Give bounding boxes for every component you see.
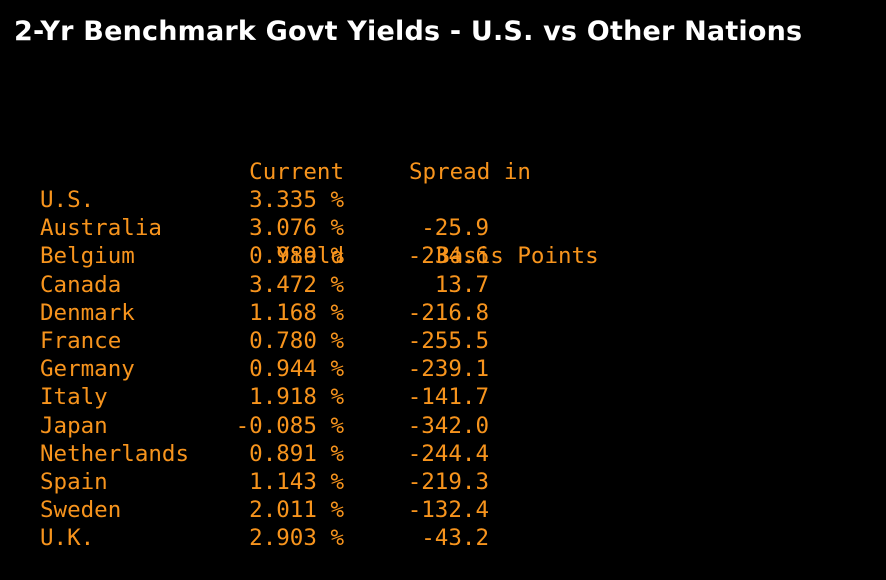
spread-value: -43.2 — [421, 525, 489, 552]
country-name: Denmark — [40, 299, 135, 326]
table-row: U.S. 3.335 % — [0, 186, 886, 214]
table-row: Germany 0.944 % -239.1 — [0, 355, 886, 383]
spread-value: -25.9 — [421, 215, 489, 242]
current-yield-value: 2.011 % — [249, 497, 344, 524]
table-row: Spain 1.143 % -219.3 — [0, 468, 886, 496]
current-yield-value: 0.944 % — [249, 356, 344, 383]
page-title: 2-Yr Benchmark Govt Yields - U.S. vs Oth… — [14, 16, 803, 47]
spread-value: -234.6 — [407, 243, 489, 270]
country-name: Netherlands — [40, 440, 190, 467]
spread-value: -244.4 — [407, 440, 489, 467]
table-row: Italy 1.918 % -141.7 — [0, 383, 886, 411]
country-name: U.S. — [40, 187, 95, 213]
country-name: Spain — [40, 468, 108, 495]
spread-header-line-1: Spread in — [409, 159, 531, 185]
current-yield-value: 3.472 % — [249, 271, 344, 298]
spread-value: -141.7 — [407, 384, 489, 411]
current-yield-value: 1.918 % — [249, 384, 344, 411]
current-yield-value: 3.335 % — [249, 187, 344, 213]
table-row: U.K. 2.903 % -43.2 — [0, 524, 886, 552]
spread-header: Spread in Basis Points — [409, 102, 599, 298]
yields-table: U.S. 3.335 % Australia 3.076 % -25.9 Bel… — [0, 186, 886, 552]
spread-value: -342.0 — [407, 412, 489, 439]
country-name: Belgium — [40, 243, 135, 270]
spread-value: -219.3 — [407, 468, 489, 495]
current-yield-value: -0.085 % — [235, 412, 344, 439]
current-yield-value: 0.891 % — [249, 440, 344, 467]
spread-value: -216.8 — [407, 299, 489, 326]
current-yield-value: 2.903 % — [249, 525, 344, 552]
current-yield-value: 3.076 % — [249, 215, 344, 242]
spread-value: -239.1 — [407, 356, 489, 383]
current-yield-value: 1.143 % — [249, 468, 344, 495]
table-row: Sweden 2.011 % -132.4 — [0, 496, 886, 524]
table-row: Japan -0.085 % -342.0 — [0, 412, 886, 440]
current-yield-header-line-1: Current — [249, 159, 344, 185]
country-name: Canada — [40, 271, 122, 298]
country-name: Australia — [40, 215, 162, 242]
current-yield-header-line-2: Yield — [276, 243, 344, 269]
country-name: U.K. — [40, 525, 95, 552]
spread-header-line-2: Basis Points — [409, 243, 599, 269]
table-row: Belgium 0.989 % -234.6 — [0, 242, 886, 270]
country-name: Germany — [40, 356, 135, 383]
current-yield-value: 0.780 % — [249, 327, 344, 354]
current-yield-header: Current Yield — [249, 102, 344, 298]
table-row: Australia 3.076 % -25.9 — [0, 214, 886, 242]
table-row: Denmark 1.168 % -216.8 — [0, 299, 886, 327]
spread-value: 13.7 — [434, 271, 489, 298]
spread-value: -132.4 — [407, 497, 489, 524]
country-name: Sweden — [40, 497, 122, 524]
country-name: Italy — [40, 384, 108, 411]
spread-value: -255.5 — [407, 327, 489, 354]
current-yield-value: 1.168 % — [249, 299, 344, 326]
country-name: Japan — [40, 412, 108, 439]
table-row: France 0.780 % -255.5 — [0, 327, 886, 355]
table-row: Canada 3.472 % 13.7 — [0, 271, 886, 299]
table-row: Netherlands 0.891 % -244.4 — [0, 440, 886, 468]
current-yield-value: 0.989 % — [249, 243, 344, 270]
country-name: France — [40, 327, 122, 354]
